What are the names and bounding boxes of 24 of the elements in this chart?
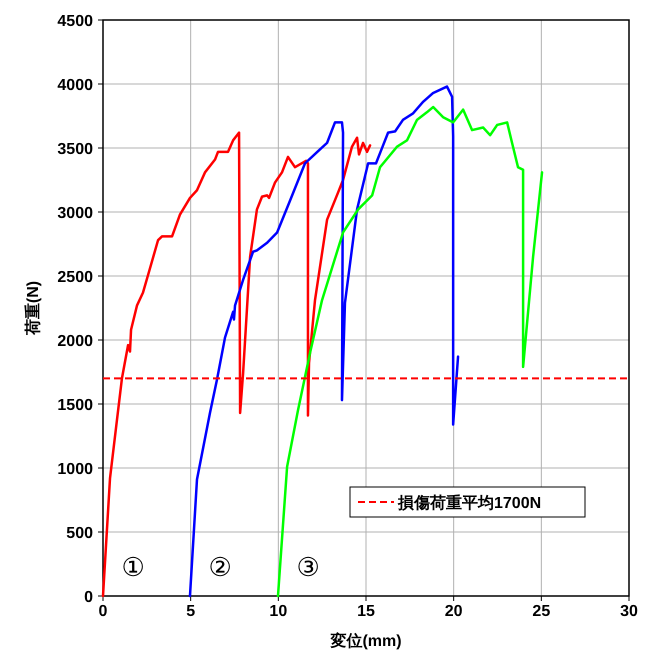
x-tick-label: 10 xyxy=(269,603,288,620)
y-tick-label: 1000 xyxy=(57,461,94,478)
y-tick-label: 2500 xyxy=(57,269,94,286)
x-axis-title: 変位(mm) xyxy=(329,631,402,650)
series-label: ② xyxy=(208,552,232,582)
series-label: ③ xyxy=(296,552,320,582)
x-tick-label: 30 xyxy=(620,603,638,620)
y-tick-label: 3000 xyxy=(57,205,94,222)
x-tick-label: 0 xyxy=(98,603,108,620)
y-tick-label: 3500 xyxy=(57,141,94,158)
y-tick-label: 1500 xyxy=(57,397,94,414)
y-tick-label: 4000 xyxy=(57,77,94,94)
x-tick-label: 15 xyxy=(357,603,375,620)
y-tick-label: 2000 xyxy=(57,333,94,350)
x-tick-label: 20 xyxy=(444,603,463,620)
legend: 損傷荷重平均1700N xyxy=(350,486,586,518)
y-tick-label: 4500 xyxy=(57,13,94,30)
y-axis-title: 荷重(N) xyxy=(24,280,42,336)
legend-label: 損傷荷重平均1700N xyxy=(397,494,542,512)
series-label: ① xyxy=(122,552,144,582)
x-tick-label: 25 xyxy=(532,603,550,620)
y-tick-label: 500 xyxy=(66,525,94,542)
x-tick-label: 5 xyxy=(186,603,196,620)
y-tick-label: 0 xyxy=(84,589,94,606)
